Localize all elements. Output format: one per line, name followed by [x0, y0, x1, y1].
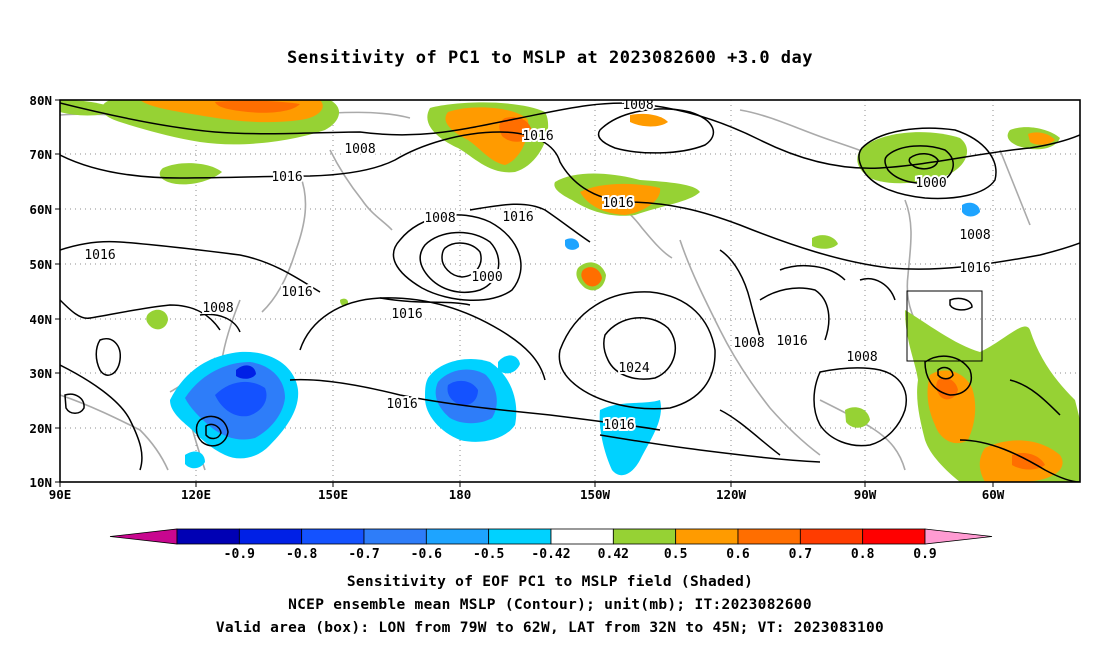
lat-tick-label: 30N: [29, 366, 52, 381]
lat-tick-label: 80N: [29, 93, 52, 108]
lat-tick-label: 10N: [29, 475, 52, 490]
colorbar-box: [799, 528, 864, 545]
lat-tick-label: 40N: [29, 312, 52, 327]
colorbar-tick-label: -0.5: [473, 547, 504, 562]
positive-shading: [936, 378, 958, 400]
positive-shading: [159, 163, 222, 185]
positive-shading: [499, 116, 532, 142]
contour-label: 1016: [281, 285, 312, 300]
contour-label: 1008: [733, 336, 764, 351]
positive-shading: [580, 183, 661, 215]
contour-label: 1008: [344, 142, 375, 157]
latitude-axis: 80N 70N 60N 50N 40N 30N 20N 10N: [29, 93, 60, 490]
positive-shading: [146, 309, 168, 330]
colorbar-box: [737, 528, 801, 545]
positive-shading: [1028, 132, 1055, 145]
colorbar-tick-label: -0.7: [348, 547, 379, 562]
negative-shading: [236, 365, 256, 379]
valid-area-box: [906, 290, 983, 362]
map-title: Sensitivity of PC1 to MSLP at 2023082600…: [286, 48, 813, 68]
colorbar-box: [238, 528, 303, 545]
contour-label: 1016: [959, 261, 990, 276]
colorbar-tick-label: -0.9: [224, 547, 255, 562]
colorbar-box: [612, 528, 677, 545]
valid-area-caption: Valid area (box): LON from 79W to 62W, L…: [215, 620, 885, 636]
lat-tick-label: 20N: [29, 421, 52, 436]
contour-label: 1016: [271, 170, 302, 185]
colorbar-tick-label: -0.42: [531, 547, 570, 562]
contour-caption: NCEP ensemble mean MSLP (Contour); unit(…: [288, 597, 812, 613]
positive-shading: [630, 113, 668, 127]
colorbar-box: [176, 528, 240, 545]
negative-shading: [185, 451, 205, 469]
contour-label: 1024: [618, 361, 649, 376]
contour-label: 1016: [391, 307, 422, 322]
mslp-contours: [60, 102, 1080, 482]
colorbar-box: [425, 528, 490, 545]
positive-shading: [845, 407, 870, 428]
contour-label: 1016: [776, 334, 807, 349]
colorbar-end-triangle: [109, 528, 178, 545]
colorbar-box: [363, 528, 427, 545]
colorbar-box: [862, 528, 926, 545]
map-border: [59, 99, 1081, 483]
negative-shading: [447, 380, 478, 406]
colorbar-tick-label: 0.42: [598, 547, 629, 562]
contour-label: 1016: [603, 418, 634, 433]
contour-label: 1016: [602, 196, 633, 211]
contour-label: 1016: [502, 210, 533, 225]
lon-tick-label: 60W: [982, 487, 1005, 502]
positive-shading: [581, 267, 602, 287]
negative-shading: [599, 400, 661, 476]
contour-label: 1008: [622, 98, 653, 113]
colorbar-tick-label: -0.6: [411, 547, 442, 562]
negative-shading: [962, 202, 980, 217]
lon-tick-label: 150W: [580, 487, 611, 502]
contour-label: 1008: [424, 211, 455, 226]
contour-label: 1000: [471, 270, 502, 285]
contour-label: 1008: [959, 228, 990, 243]
contour-label: 1016: [386, 397, 417, 412]
colorbar-box: [550, 528, 614, 545]
negative-shading: [565, 238, 580, 250]
contour-label: 1008: [846, 350, 877, 365]
colorbar-tick-label: 0.7: [789, 547, 812, 562]
negative-shading: [498, 355, 520, 374]
colorbar-tick-label: 0.5: [664, 547, 687, 562]
lon-tick-label: 120W: [716, 487, 747, 502]
positive-shading: [215, 100, 300, 113]
longitude-axis: 90E 120E 150E 180 150W 120W 90W 60W: [49, 482, 1005, 502]
lon-tick-label: 90W: [854, 487, 877, 502]
positive-shading: [857, 132, 968, 184]
contour-label: 1016: [522, 129, 553, 144]
lat-tick-label: 70N: [29, 147, 52, 162]
lat-tick-label: 60N: [29, 202, 52, 217]
contour-labels: 1008 1016 1008 1016 1008 1016 1016 1016 …: [82, 98, 992, 435]
lon-tick-label: 90E: [49, 487, 72, 502]
contour-label: 1008: [202, 301, 233, 316]
contour-label: 1016: [84, 248, 115, 263]
colorbar: -0.9 -0.8 -0.7 -0.6 -0.5 -0.42 0.42 0.5 0.6 0.7 0.…: [109, 528, 993, 562]
positive-shading: [60, 100, 115, 116]
lon-tick-label: 180: [449, 487, 472, 502]
colorbar-tick-label: 0.8: [851, 547, 875, 562]
lat-tick-label: 50N: [29, 257, 52, 272]
colorbar-box: [675, 528, 739, 545]
negative-shading: [215, 381, 267, 417]
colorbar-tick-label: -0.8: [286, 547, 317, 562]
colorbar-box: [488, 528, 552, 545]
positive-shading: [812, 235, 838, 249]
colorbar-tick-label: 0.6: [726, 547, 750, 562]
shading-caption: Sensitivity of EOF PC1 to MSLP field (Sh…: [346, 574, 754, 590]
colorbar-end-triangle: [924, 528, 993, 545]
lon-tick-label: 150E: [318, 487, 348, 502]
colorbar-tick-label: 0.9: [913, 547, 936, 562]
colorbar-box: [301, 528, 365, 545]
contour-label: 1000: [915, 176, 946, 191]
lon-tick-label: 120E: [181, 487, 211, 502]
